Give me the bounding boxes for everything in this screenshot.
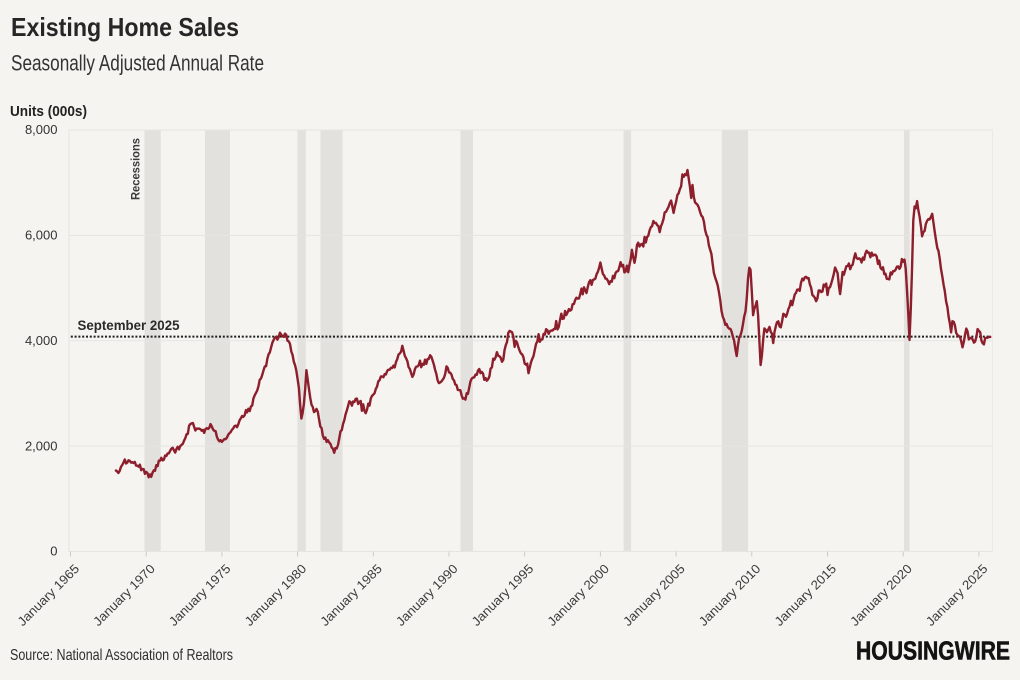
svg-text:6,000: 6,000	[25, 228, 58, 243]
svg-text:Source: National Association o: Source: National Association of Realtors	[10, 647, 233, 664]
svg-text:Units (000s): Units (000s)	[10, 104, 87, 120]
svg-text:September 2025: September 2025	[78, 318, 180, 334]
svg-text:0: 0	[50, 544, 57, 559]
svg-text:Recessions: Recessions	[129, 138, 143, 200]
svg-text:HOUSINGWIRE: HOUSINGWIRE	[856, 638, 1010, 666]
svg-text:8,000: 8,000	[25, 122, 58, 137]
svg-text:2,000: 2,000	[25, 438, 58, 453]
svg-text:Seasonally Adjusted Annual Rat: Seasonally Adjusted Annual Rate	[11, 51, 264, 76]
svg-text:Existing Home Sales: Existing Home Sales	[11, 12, 239, 42]
svg-text:4,000: 4,000	[25, 333, 58, 348]
